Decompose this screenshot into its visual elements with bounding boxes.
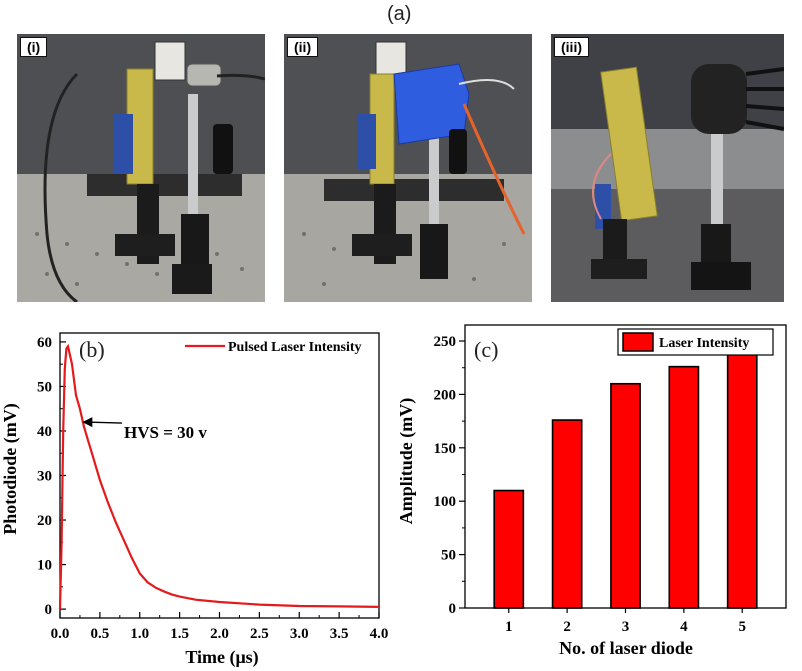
chart-b-x-tick-label: 0.0 [51,626,70,642]
chart-c-x-ticks: 1 2 3 4 5 [505,608,746,635]
chart-c-y-tick-label: 200 [434,387,457,403]
photo-iii-label: (iii) [554,37,589,57]
photo-i-image [17,34,265,302]
chart-b-legend: Pulsed Laser Intensity [185,340,362,355]
chart-c-y-tick-label: 0 [449,601,457,617]
chart-b-y-tick-label: 10 [37,558,52,574]
photo-ii: (ii) [284,34,532,302]
photo-i: (i) [17,34,265,302]
chart-b-series-line [58,343,380,610]
chart-c-bar [551,419,583,609]
chart-b-y-axis-label: Photodiode (mV) [0,403,21,535]
chart-c-y-tick-label: 100 [434,494,457,510]
chart-c-y-axis-label: Amplitude (mV) [400,398,417,525]
chart-b-x-tick-label: 1.0 [130,626,149,642]
chart-b-x-tick-label: 3.5 [330,626,349,642]
chart-c-x-tick-label: 5 [738,619,746,635]
chart-b-y-tick-label: 50 [37,379,52,395]
photo-ii-label: (ii) [287,37,319,57]
chart-b-y-tick-label: 0 [45,602,53,618]
chart-b-legend-label: Pulsed Laser Intensity [228,340,362,355]
chart-b-y-tick-label: 20 [37,513,52,529]
photo-iii: (iii) [551,34,784,302]
chart-b-x-ticks: 0.0 0.5 1.0 1.5 2.0 2.5 3.0 3.5 4.0 [51,612,389,642]
chart-b-y-tick-label: 30 [37,469,52,485]
chart-b-annotation: HVS = 30 v [82,417,207,442]
chart-b-axes [59,332,380,619]
chart-b-x-tick-label: 3.0 [290,626,309,642]
chart-c-panel-label: (c) [474,337,498,362]
chart-b-x-tick-label: 2.5 [250,626,269,642]
chart-b-x-tick-label: 1.5 [170,626,189,642]
photo-ii-image [284,34,532,302]
chart-c-y-tick-label: 250 [434,334,457,350]
chart-b-x-tick-label: 4.0 [370,626,389,642]
chart-c-y-tick-label: 150 [434,441,457,457]
panel-a-label: (a) [387,3,412,25]
chart-b-x-tick-label: 2.0 [210,626,229,642]
chart-b-panel-label: (b) [79,337,105,362]
chart-b-annotation-text: HVS = 30 v [124,423,207,442]
photo-iii-image [551,34,784,302]
chart-c-x-axis-label: No. of laser diode [559,638,693,658]
chart-c-x-tick-label: 1 [505,619,512,635]
chart-c-x-tick-label: 2 [563,619,571,635]
chart-c-legend-label: Laser Intensity [659,336,749,351]
chart-c-bar [493,489,525,609]
chart-c-y-tick-label: 50 [441,548,456,564]
chart-b-annotation-arrowhead [82,417,93,428]
chart-b-y-tick-label: 40 [37,424,52,440]
chart-b-y-tick-label: 60 [37,335,52,351]
chart-b-x-axis-label: Time (μs) [185,647,258,668]
photo-i-label: (i) [20,37,48,57]
chart-c-x-tick-label: 4 [680,619,688,635]
chart-c-bars [493,339,758,609]
chart-b-pulsed-laser: (b) 0.0 0.5 1.0 1.5 2.0 2.5 3.0 3.5 4.0 0 10 20 30 4… [0,332,389,668]
chart-b-plot-frame [59,332,380,619]
chart-c-legend: Laser Intensity [617,328,774,356]
chart-b-x-tick-label: 0.5 [91,626,110,642]
chart-c-amplitude-bars: (c) 0 50 100 150 200 250 1 2 3 4 5 Laser Intensit… [400,324,787,658]
chart-c-bar [610,382,641,609]
chart-c-bar [668,365,700,609]
chart-c-bar [726,339,758,609]
chart-b-y-ticks: 0 10 20 30 40 50 60 [37,335,66,618]
chart-c-legend-swatch [622,332,654,352]
chart-c-x-tick-label: 3 [622,619,630,635]
chart-c-y-ticks: 0 50 100 150 200 250 [434,334,465,617]
